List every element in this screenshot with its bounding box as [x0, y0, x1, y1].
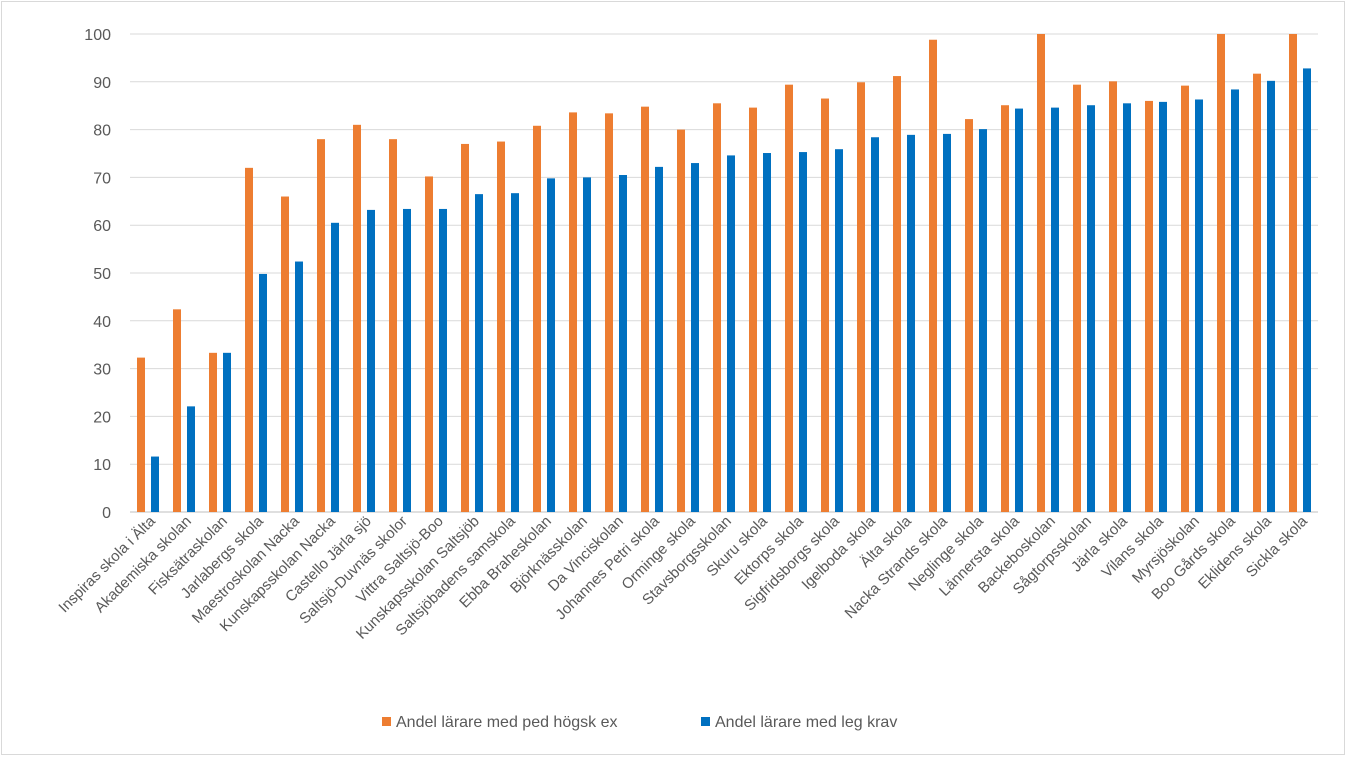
gridlines	[130, 33, 1318, 513]
bar	[533, 125, 541, 512]
bars	[137, 34, 1311, 513]
legend-label: Andel lärare med leg krav	[715, 714, 897, 731]
y-tick-label: 50	[93, 266, 111, 283]
bar	[403, 208, 411, 512]
bar	[1001, 105, 1009, 513]
y-tick-label: 0	[102, 505, 111, 522]
bar	[821, 98, 829, 512]
bar	[677, 129, 685, 512]
bar	[259, 273, 267, 512]
bar	[461, 143, 469, 512]
bar	[583, 177, 591, 512]
bar	[1195, 99, 1203, 513]
bar	[389, 139, 397, 512]
bar	[893, 76, 901, 513]
bar	[367, 209, 375, 513]
bar	[1109, 81, 1117, 513]
bar	[173, 309, 181, 512]
bar	[907, 134, 915, 512]
bar	[943, 133, 951, 513]
bar	[785, 84, 793, 512]
bar	[439, 208, 447, 512]
y-axis: 0 10 20 30 40 50 60 70 80 90 100	[84, 27, 111, 522]
bar	[979, 129, 987, 512]
bar	[475, 194, 483, 512]
bar	[605, 113, 613, 513]
bar	[1217, 34, 1225, 512]
bar	[929, 39, 937, 513]
bar	[317, 139, 325, 512]
bar	[1253, 73, 1261, 512]
bar	[749, 107, 757, 512]
y-tick-label: 80	[93, 123, 111, 140]
bar	[1123, 103, 1131, 512]
y-tick-label: 40	[93, 314, 111, 331]
bar	[871, 137, 879, 513]
bar	[1073, 84, 1081, 512]
bar	[1087, 105, 1095, 513]
bar	[569, 112, 577, 512]
y-tick-label: 60	[93, 218, 111, 235]
bar	[295, 261, 303, 512]
bar	[547, 178, 555, 512]
bar	[641, 106, 649, 512]
legend-label: Andel lärare med ped högsk ex	[396, 714, 617, 731]
bar	[1231, 89, 1239, 512]
bar	[209, 352, 217, 512]
bar	[1303, 68, 1311, 512]
bar	[425, 176, 433, 512]
y-tick-label: 100	[84, 27, 111, 44]
bar	[763, 153, 771, 512]
bar	[799, 152, 807, 513]
bar	[1037, 34, 1045, 512]
bar	[511, 193, 519, 512]
legend-swatch	[382, 717, 391, 726]
y-tick-label: 10	[93, 457, 111, 474]
y-tick-label: 30	[93, 362, 111, 379]
bar	[331, 222, 339, 512]
bar	[619, 175, 627, 512]
bar	[1267, 80, 1275, 513]
bar	[281, 196, 289, 512]
bar	[1159, 101, 1167, 512]
bar	[1289, 34, 1297, 512]
bar	[245, 167, 253, 512]
bar	[353, 124, 361, 512]
bar	[835, 149, 843, 512]
y-tick-label: 90	[93, 75, 111, 92]
bar	[137, 357, 145, 512]
legend: Andel lärare med ped högsk ex Andel lärar…	[382, 714, 897, 731]
legend-swatch	[701, 717, 710, 726]
y-tick-label: 20	[93, 409, 111, 426]
bar	[1145, 100, 1153, 513]
bar	[655, 166, 663, 512]
bar	[223, 352, 231, 512]
y-tick-label: 70	[93, 170, 111, 187]
bar	[857, 82, 865, 512]
bar	[727, 155, 735, 513]
bar	[187, 406, 195, 512]
bar	[151, 456, 159, 512]
bar	[713, 103, 721, 512]
bar	[497, 141, 505, 513]
bar	[1181, 85, 1189, 513]
bar	[691, 163, 699, 512]
bar	[1051, 107, 1059, 512]
bar	[965, 119, 973, 513]
bar	[1015, 108, 1023, 513]
